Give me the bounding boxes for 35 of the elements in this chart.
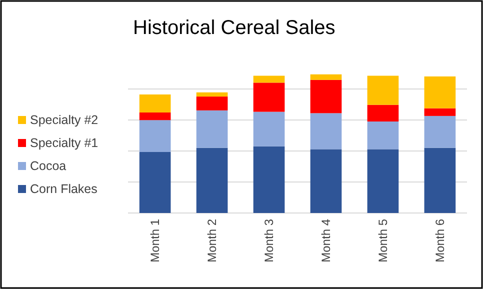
- legend-label: Specialty #1: [30, 136, 98, 150]
- bar: [424, 148, 456, 213]
- bar: [310, 113, 342, 150]
- bar: [367, 76, 399, 105]
- legend-label: Corn Flakes: [30, 182, 98, 196]
- bar: [367, 104, 399, 122]
- legend-label: Specialty #2: [30, 113, 98, 127]
- bar: [253, 146, 285, 213]
- bar: [196, 110, 228, 148]
- legend-label: Cocoa: [30, 159, 66, 173]
- bar: [139, 94, 171, 112]
- bar: [424, 76, 456, 108]
- bar: [253, 112, 285, 146]
- bar: [139, 152, 171, 213]
- bar: [139, 112, 171, 120]
- x-tick-label: Month 4: [318, 218, 333, 262]
- bar: [310, 74, 342, 80]
- bar: [196, 92, 228, 97]
- bar: [139, 120, 171, 152]
- x-tick-label: Month 5: [376, 218, 390, 262]
- bar: [196, 148, 228, 213]
- x-tick-label: Month 1: [148, 218, 162, 262]
- x-tick-label: Month 3: [262, 218, 276, 262]
- bar: [310, 149, 342, 213]
- bar: [367, 121, 399, 150]
- chart-title: Historical Cereal Sales: [133, 17, 336, 39]
- x-tick-label: Month 6: [432, 218, 447, 262]
- bar: [424, 108, 456, 116]
- bar: [196, 96, 228, 110]
- bar: [310, 80, 342, 114]
- x-tick-label: Month 2: [205, 218, 220, 262]
- bar: [253, 76, 285, 83]
- bar: [424, 116, 456, 148]
- bar: [253, 82, 285, 112]
- bar: [367, 149, 399, 213]
